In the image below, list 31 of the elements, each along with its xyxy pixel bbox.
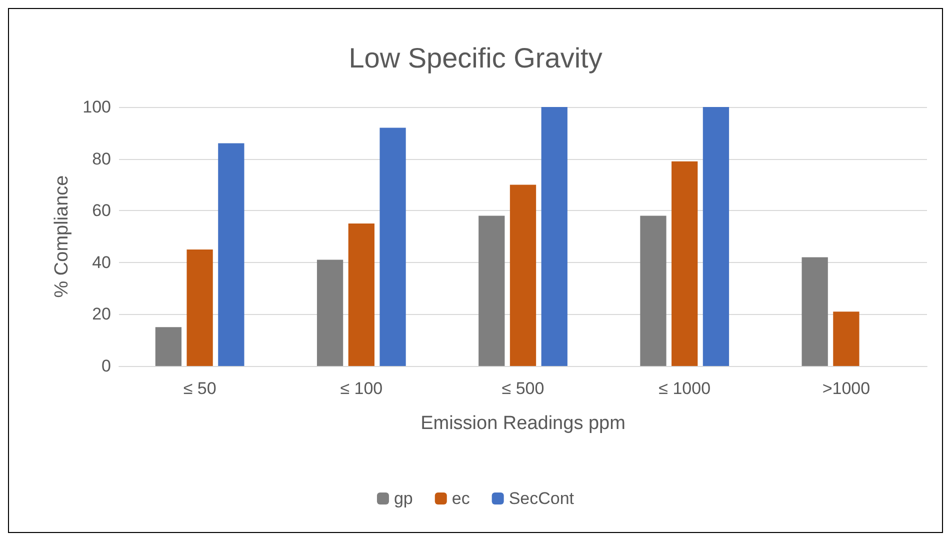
bar — [672, 161, 698, 366]
x-axis-title: Emission Readings ppm — [420, 413, 626, 434]
x-tick-label: ≤ 1000 — [658, 379, 711, 398]
bar — [218, 143, 244, 366]
y-tick-label: 80 — [92, 149, 111, 168]
y-tick-label: 0 — [102, 356, 111, 376]
bar — [510, 184, 536, 366]
bar — [348, 224, 374, 366]
bar — [478, 216, 505, 366]
bar — [541, 107, 568, 366]
x-tick-label: ≤ 100 — [340, 379, 383, 398]
y-tick-label: 20 — [92, 304, 111, 324]
legend-label: SecCont — [508, 489, 574, 508]
x-tick-label: >1000 — [822, 379, 870, 398]
y-axis-title: % Compliance — [52, 175, 73, 298]
bar — [155, 327, 182, 366]
bar — [380, 128, 406, 366]
x-tick-label: ≤ 50 — [183, 379, 216, 398]
bar — [802, 257, 828, 366]
bar — [186, 249, 213, 366]
bar — [316, 260, 344, 366]
y-tick-label: 40 — [92, 252, 111, 272]
bar — [702, 107, 730, 366]
x-tick-label: ≤ 500 — [502, 379, 544, 398]
chart-title: Low Specific Gravity — [348, 42, 602, 74]
bar — [640, 216, 666, 366]
legend-label: gp — [394, 489, 413, 508]
y-tick-label: 100 — [82, 98, 111, 116]
y-tick-label: 60 — [92, 201, 111, 220]
legend-label: ec — [452, 489, 470, 508]
bar — [833, 312, 860, 366]
